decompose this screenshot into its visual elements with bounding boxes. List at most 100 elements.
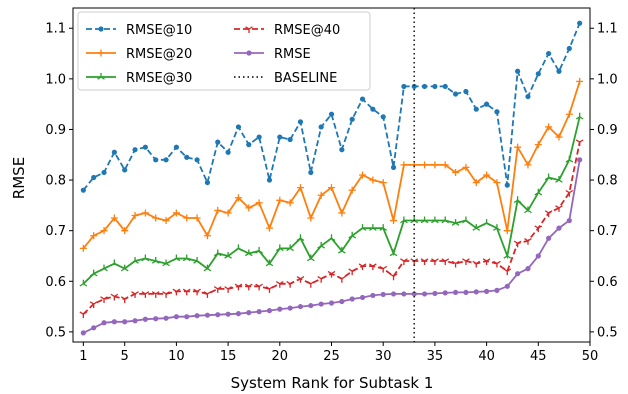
data-point [380,291,386,298]
data-point [359,96,366,102]
y-tick-label-left: 1.1 [45,22,66,37]
data-point [89,269,98,277]
data-point [122,167,128,173]
data-point [255,283,263,291]
x-tick-label: 10 [168,349,185,364]
x-tick-label: 45 [530,349,547,364]
data-point [525,93,531,100]
data-point [337,275,346,283]
data-point [482,219,491,226]
data-point [79,279,88,287]
data-point [451,260,460,268]
data-point [255,199,263,207]
data-point [420,216,429,224]
data-point [111,149,117,155]
data-point [421,83,428,90]
data-point [400,161,408,169]
data-point [483,171,491,179]
data-point [534,141,542,149]
data-point [337,246,346,254]
data-point [546,235,552,241]
data-point [348,231,357,239]
data-point [275,244,284,252]
data-point [565,155,574,163]
data-point [420,258,429,266]
data-point [370,106,376,112]
data-point [225,149,231,155]
data-point [80,187,86,193]
data-point [110,293,119,301]
data-point [524,238,532,245]
data-point [535,71,541,77]
data-point [369,224,377,231]
data-point [296,275,305,283]
data-point [214,206,222,214]
data-point [183,214,191,222]
data-point [172,288,181,296]
data-point [224,209,232,217]
data-point [513,196,522,204]
y-tick-label-right: 0.6 [597,275,618,290]
data-point [566,217,572,224]
x-tick-label: 35 [427,349,444,364]
y-tick-label-left: 0.5 [45,325,66,340]
data-point [359,294,366,301]
data-point [431,258,439,266]
data-point [246,310,252,316]
legend-marker [246,50,252,56]
x-tick-label: 40 [478,349,495,364]
data-point [484,288,490,294]
data-point [513,240,522,248]
data-point [162,217,170,225]
data-point [348,268,357,276]
legend-label: RMSE@30 [126,71,192,86]
data-point [120,296,129,303]
data-point [256,309,262,315]
data-point [504,182,510,188]
data-point [153,316,159,322]
data-point [421,161,429,169]
data-point [348,186,356,194]
legend: RMSE@10 RMSE@20 RMSE@30 RMSE@40 RMSE BASELINE [77,11,371,91]
data-point [286,281,294,288]
data-point [432,83,438,90]
data-point [91,174,97,181]
data-point [131,257,139,264]
data-point [577,20,583,26]
data-point [235,311,242,317]
data-point [515,68,521,74]
data-point [173,144,179,150]
data-point [555,176,563,183]
legend-label: RMSE@10 [126,23,192,38]
data-point [193,257,201,264]
data-point [565,110,573,118]
data-point [369,176,377,184]
data-point [255,246,263,254]
data-point [493,260,501,268]
y-tick-label-left: 0.7 [45,224,66,239]
data-point [90,232,98,240]
data-point [308,302,314,309]
data-point [473,289,479,295]
data-point [432,290,438,297]
data-point [215,139,221,145]
legend-marker [245,26,253,33]
data-point [441,161,449,169]
data-point [141,254,150,262]
data-point [100,264,108,272]
data-point [575,112,584,120]
y-tick-label-right: 1.0 [597,72,618,87]
legend-label: RMSE [274,47,311,62]
x-tick-label: 1 [79,349,87,364]
y-tick-label-right: 0.8 [597,174,618,189]
data-point [234,244,243,252]
legend-frame [77,11,371,91]
data-point [184,314,190,320]
data-point [359,171,367,179]
data-point [246,142,252,148]
data-point [339,298,345,305]
y-tick-label-right: 0.7 [597,224,618,239]
data-point [389,273,398,281]
x-tick-label: 30 [375,349,392,364]
